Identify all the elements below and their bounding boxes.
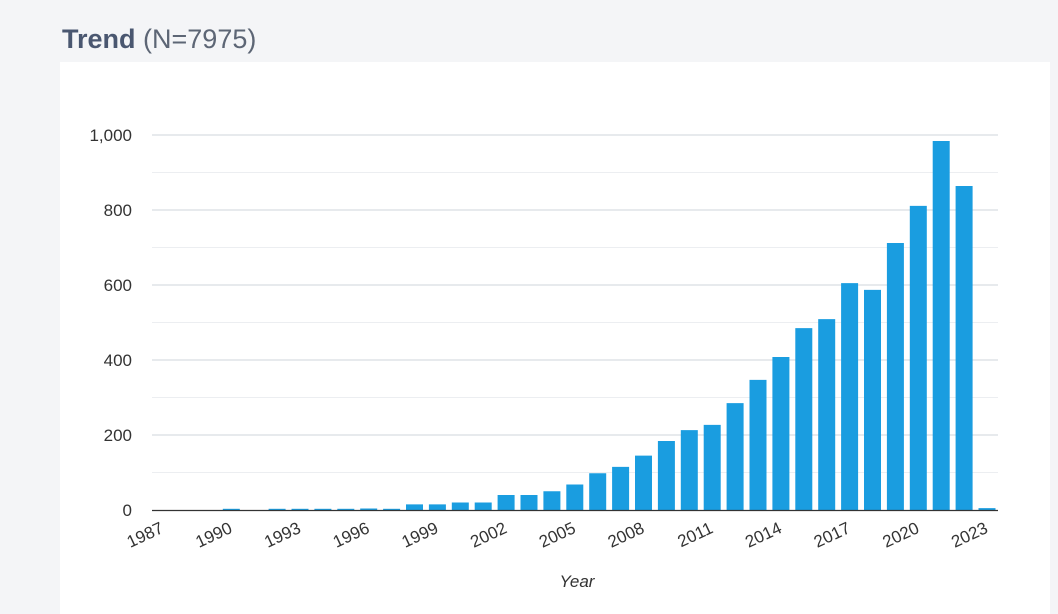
- bar-1997: [383, 508, 401, 510]
- x-tick-label: 2002: [467, 518, 509, 551]
- bar-2013: [749, 379, 767, 510]
- bar-2005: [566, 484, 584, 510]
- bar-2014: [772, 357, 790, 510]
- bar-2016: [818, 319, 836, 510]
- x-tick-label: 1996: [330, 518, 372, 551]
- y-tick-label: 800: [104, 201, 132, 220]
- y-tick-label: 400: [104, 351, 132, 370]
- x-tick-label: 2020: [880, 518, 922, 551]
- bar-2012: [726, 403, 744, 510]
- title-text: Trend: [62, 24, 136, 54]
- x-tick-label: 2011: [675, 518, 716, 551]
- y-tick-label: 0: [123, 501, 132, 520]
- y-tick-label: 600: [104, 276, 132, 295]
- bar-2011: [703, 424, 721, 510]
- bar-2015: [795, 328, 813, 510]
- y-tick-label: 1,000: [89, 126, 132, 145]
- bar-2003: [520, 495, 538, 510]
- bar-2023: [978, 508, 996, 510]
- x-tick-label: 1993: [261, 518, 303, 551]
- bar-2022: [955, 186, 973, 510]
- bar-2009: [657, 441, 675, 510]
- bar-2008: [635, 455, 652, 510]
- bar-2010: [680, 430, 698, 510]
- x-tick-label: 2008: [605, 518, 647, 551]
- bar-1994: [314, 508, 332, 510]
- y-tick-label: 200: [104, 426, 132, 445]
- bar-1990: [222, 508, 240, 510]
- bar-2018: [864, 289, 881, 510]
- bar-2020: [909, 205, 927, 510]
- x-axis-title: Year: [560, 572, 596, 591]
- bar-2019: [886, 243, 904, 510]
- x-tick-label: 2005: [536, 518, 578, 551]
- bar-2021: [932, 141, 950, 510]
- bar-2002: [497, 495, 515, 510]
- bar-2000: [451, 502, 469, 510]
- x-tick-label: 1999: [399, 518, 441, 551]
- x-tick-label: 2023: [948, 518, 990, 551]
- bar-2004: [543, 491, 561, 510]
- chart-title: Trend (N=7975): [62, 24, 256, 55]
- chart-panel: [60, 62, 1050, 614]
- x-tick-label: 2014: [742, 518, 784, 551]
- bar-1999: [428, 504, 446, 510]
- bar-1993: [291, 508, 309, 510]
- x-tick-label: 1987: [124, 518, 166, 551]
- record-count: (N=7975): [143, 24, 257, 54]
- x-tick-label: 1990: [193, 518, 235, 551]
- bar-2007: [612, 466, 630, 510]
- bar-1995: [337, 508, 355, 510]
- bar-2006: [589, 473, 607, 510]
- bar-1996: [360, 508, 378, 510]
- bar-2001: [474, 502, 492, 510]
- bar-1998: [406, 504, 423, 510]
- bar-1992: [268, 508, 286, 510]
- bar-2017: [841, 283, 859, 510]
- x-tick-label: 2017: [811, 518, 853, 551]
